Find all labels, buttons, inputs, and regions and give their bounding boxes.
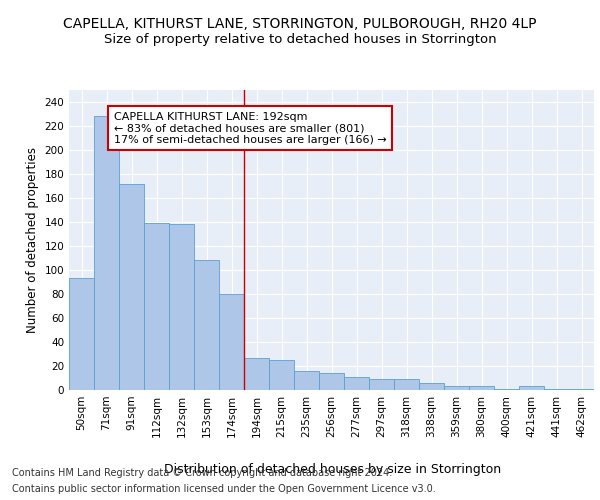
Text: Distribution of detached houses by size in Storrington: Distribution of detached houses by size … <box>164 462 502 475</box>
Bar <box>394 379 419 390</box>
Text: CAPELLA KITHURST LANE: 192sqm
← 83% of detached houses are smaller (801)
17% of : CAPELLA KITHURST LANE: 192sqm ← 83% of d… <box>114 112 387 145</box>
Bar <box>469 386 494 390</box>
Bar <box>69 278 94 390</box>
Bar <box>169 224 194 390</box>
Bar <box>144 223 169 390</box>
Bar <box>294 371 319 390</box>
Bar <box>244 358 269 390</box>
Bar <box>194 260 219 390</box>
Text: CAPELLA, KITHURST LANE, STORRINGTON, PULBOROUGH, RH20 4LP: CAPELLA, KITHURST LANE, STORRINGTON, PUL… <box>63 18 537 32</box>
Bar <box>494 389 519 390</box>
Bar <box>119 184 144 390</box>
Bar <box>569 389 594 390</box>
Bar <box>519 386 544 390</box>
Bar <box>94 116 119 390</box>
Text: Size of property relative to detached houses in Storrington: Size of property relative to detached ho… <box>104 32 496 46</box>
Bar <box>219 294 244 390</box>
Y-axis label: Number of detached properties: Number of detached properties <box>26 147 39 333</box>
Bar <box>319 373 344 390</box>
Bar <box>444 386 469 390</box>
Bar <box>544 389 569 390</box>
Bar <box>419 383 444 390</box>
Bar <box>269 360 294 390</box>
Text: Contains HM Land Registry data © Crown copyright and database right 2024.: Contains HM Land Registry data © Crown c… <box>12 468 392 477</box>
Bar <box>344 377 369 390</box>
Bar <box>369 379 394 390</box>
Text: Contains public sector information licensed under the Open Government Licence v3: Contains public sector information licen… <box>12 484 436 494</box>
